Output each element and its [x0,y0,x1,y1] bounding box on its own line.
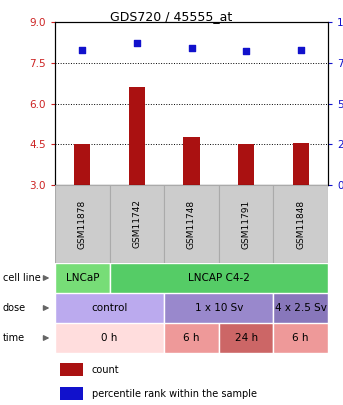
Bar [60,363,83,376]
Bar [219,323,273,353]
Text: dose: dose [3,303,26,313]
Point [189,45,194,51]
Text: 6 h: 6 h [293,333,309,343]
Text: GSM11791: GSM11791 [241,199,251,249]
Bar [110,185,164,263]
Bar [55,263,110,293]
Text: LNCAP C4-2: LNCAP C4-2 [188,273,250,283]
Bar [164,323,219,353]
Bar [183,136,200,185]
Text: GDS720 / 45555_at: GDS720 / 45555_at [110,10,233,23]
Bar [238,144,254,185]
Bar [164,185,219,263]
Text: 0 h: 0 h [102,333,118,343]
Text: GSM11748: GSM11748 [187,199,196,249]
Bar [74,144,91,185]
Text: percentile rank within the sample: percentile rank within the sample [92,389,257,399]
Point [243,48,249,55]
Bar [129,87,145,185]
Text: 24 h: 24 h [235,333,258,343]
Bar [55,293,164,323]
Point [298,47,304,53]
Bar [164,293,273,323]
Bar [55,185,110,263]
Point [80,47,85,53]
Bar [293,143,309,185]
Bar [273,293,328,323]
Bar [110,263,328,293]
Bar [55,323,164,353]
Bar [273,323,328,353]
Bar [60,387,83,400]
Point [134,40,140,47]
Text: GSM11742: GSM11742 [132,200,141,249]
Text: cell line: cell line [3,273,40,283]
Text: 6 h: 6 h [183,333,200,343]
Bar [273,185,328,263]
Text: LNCaP: LNCaP [66,273,99,283]
Text: 4 x 2.5 Sv: 4 x 2.5 Sv [275,303,327,313]
Text: 1 x 10 Sv: 1 x 10 Sv [194,303,243,313]
Text: GSM11848: GSM11848 [296,199,305,249]
Text: control: control [92,303,128,313]
Text: count: count [92,365,119,375]
Text: time: time [3,333,25,343]
Text: GSM11878: GSM11878 [78,199,87,249]
Bar [219,185,273,263]
